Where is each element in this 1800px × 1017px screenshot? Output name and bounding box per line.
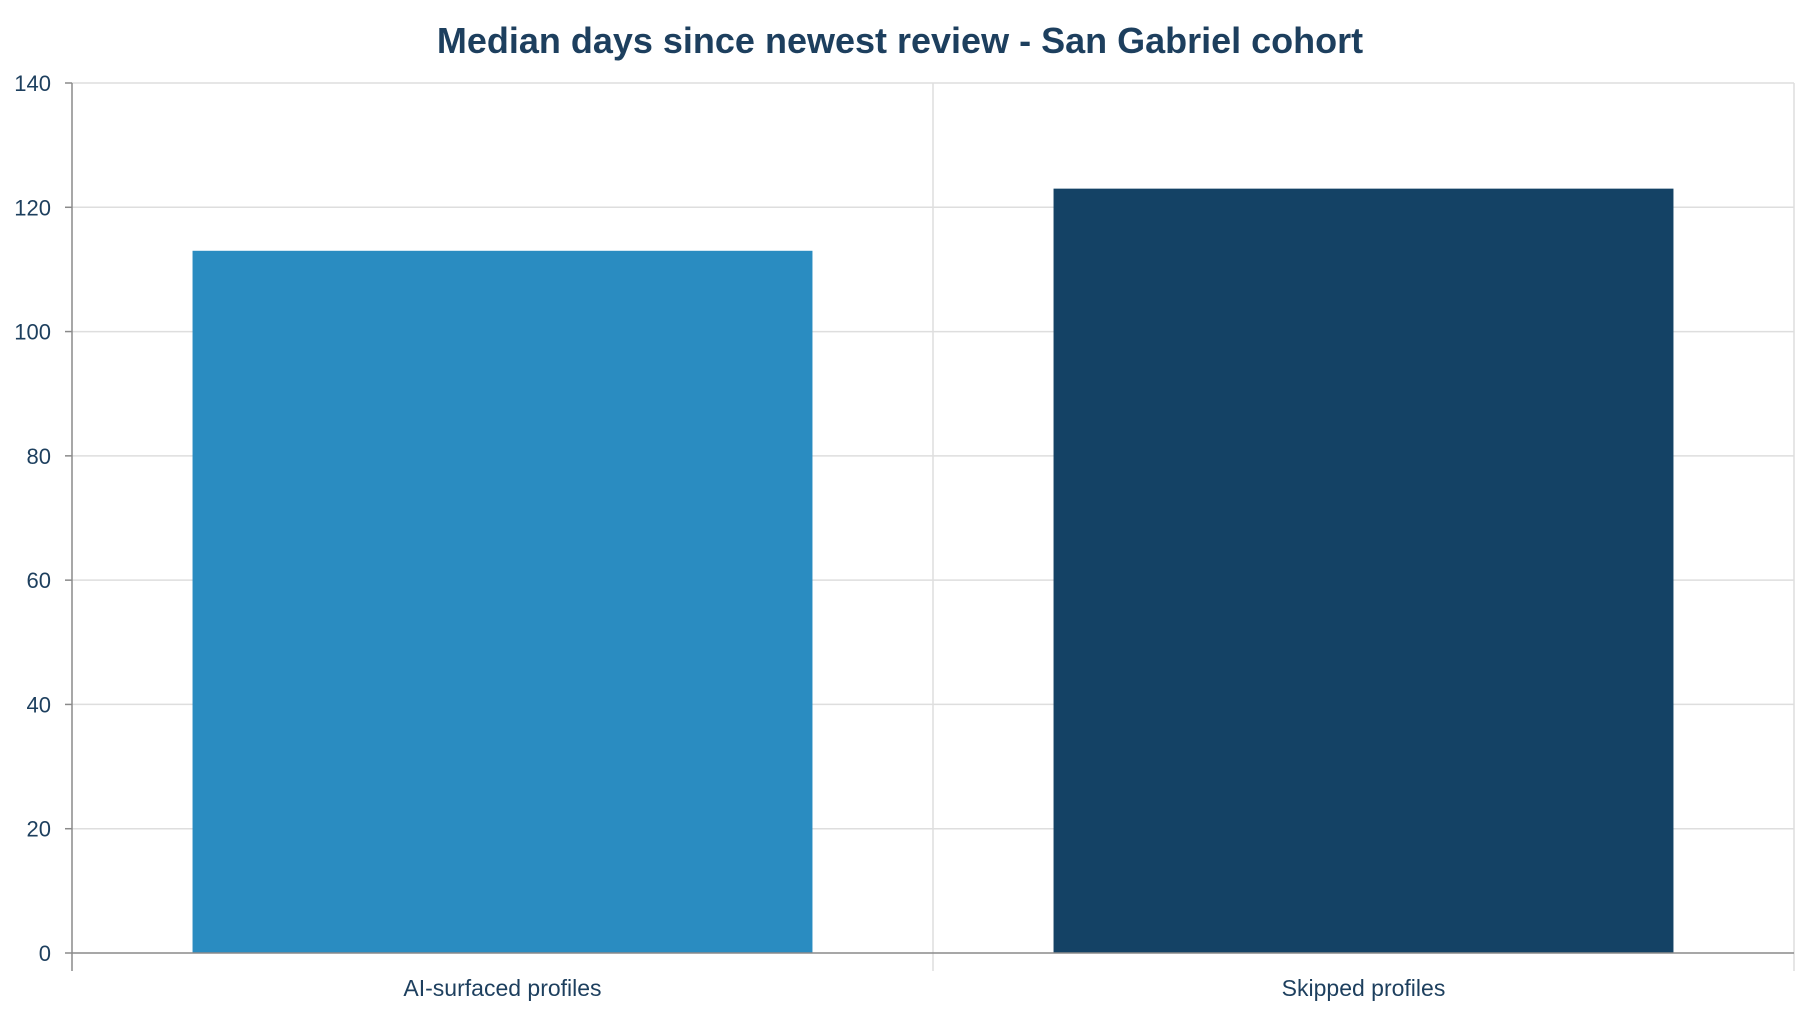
y-tick-label: 140 [14,71,51,96]
axis-layer [65,82,1794,971]
bar-ai-surfaced-profiles [192,250,813,954]
bars-layer [192,188,1674,954]
labels-layer: 0 20 40 60 80 100 120 140 AI-surfaced profiles Sk… [14,71,1445,1001]
x-category-label: AI-surfaced profiles [403,975,601,1001]
bar-skipped-profiles [1053,188,1674,954]
y-tick-label: 100 [14,320,51,345]
chart-title: Median days since newest review - San Ga… [437,20,1363,61]
y-tick-label: 40 [27,692,51,717]
x-category-label: Skipped profiles [1282,975,1446,1001]
y-tick-label: 20 [27,817,51,842]
y-tick-label: 0 [39,941,51,966]
y-tick-label: 60 [27,568,51,593]
y-tick-label: 120 [14,195,51,220]
y-tick-label: 80 [27,444,51,469]
